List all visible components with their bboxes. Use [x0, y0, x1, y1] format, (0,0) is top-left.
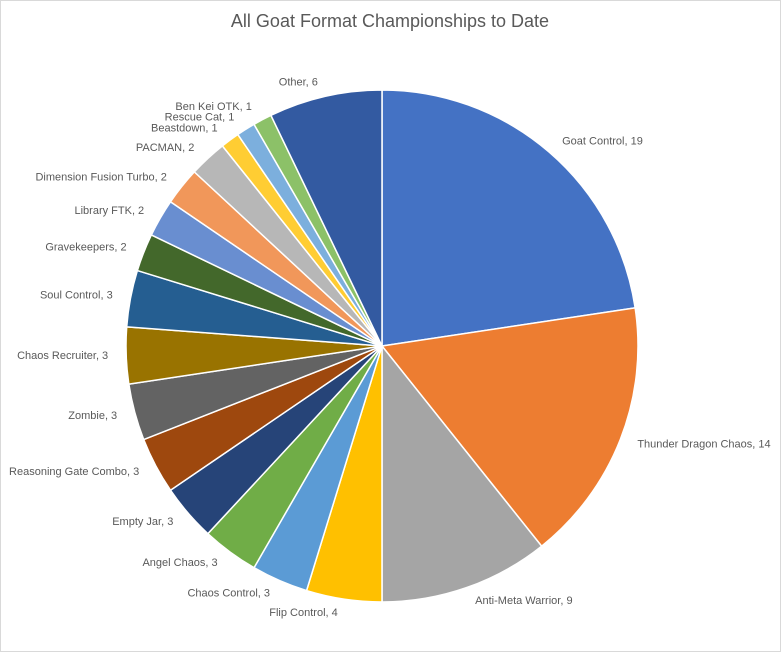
data-label: Ben Kei OTK, 1: [175, 101, 251, 113]
data-label: Dimension Fusion Turbo, 2: [35, 172, 166, 184]
pie-slice: [269, 89, 383, 347]
data-label: Zombie, 3: [68, 410, 117, 422]
data-label: Rescue Cat, 1: [165, 111, 235, 123]
data-label: Other, 6: [279, 77, 318, 89]
data-label: Reasoning Gate Combo, 3: [9, 466, 139, 478]
data-label: Beastdown, 1: [151, 123, 218, 135]
data-label: Chaos Control, 3: [187, 587, 270, 599]
chart-title: All Goat Format Championships to Date: [231, 11, 549, 31]
data-label: Soul Control, 3: [40, 290, 113, 302]
data-label: Gravekeepers, 2: [45, 241, 126, 253]
data-label: Flip Control, 4: [269, 607, 337, 619]
data-label: Angel Chaos, 3: [142, 557, 217, 569]
data-label: Thunder Dragon Chaos, 14: [637, 439, 770, 451]
data-label: Library FTK, 2: [74, 205, 144, 217]
pie-slice: [381, 343, 543, 603]
data-label: Goat Control, 19: [562, 135, 643, 147]
data-label: Anti-Meta Warrior, 9: [475, 595, 572, 607]
data-label: Chaos Recruiter, 3: [17, 350, 108, 362]
pie-slice: [380, 306, 639, 548]
data-label: PACMAN, 2: [136, 142, 194, 154]
pie-slice: [381, 89, 636, 347]
data-label: Empty Jar, 3: [112, 516, 173, 528]
